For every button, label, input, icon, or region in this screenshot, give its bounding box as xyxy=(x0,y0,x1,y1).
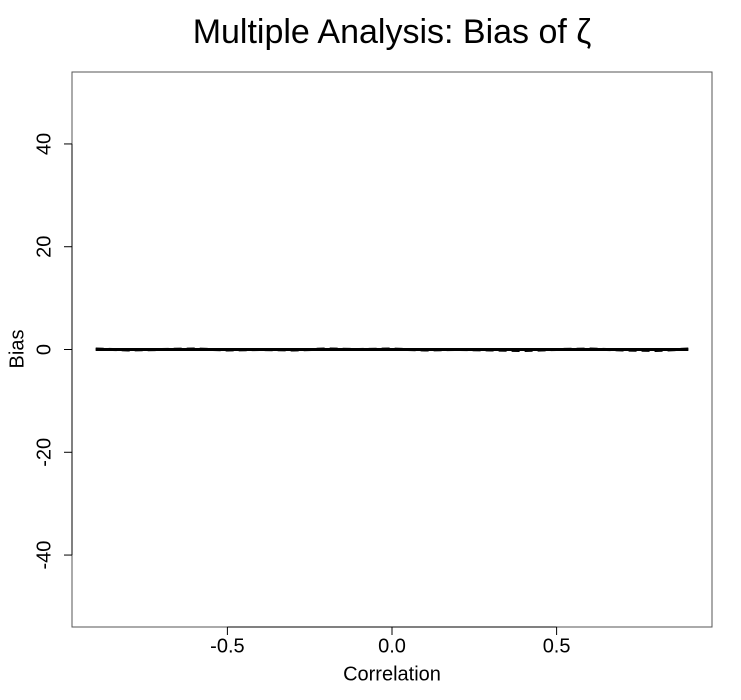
y-tick-label: 20 xyxy=(33,236,55,258)
y-axis-label: Bias xyxy=(6,330,28,369)
y-tick-label: 40 xyxy=(33,133,55,155)
data-line xyxy=(95,347,689,353)
y-tick-label: -20 xyxy=(33,438,55,467)
x-tick-label: 0.5 xyxy=(543,635,571,657)
y-tick-label: -40 xyxy=(33,541,55,570)
y-tick-label: 0 xyxy=(33,344,55,355)
x-tick-label: 0.0 xyxy=(378,635,406,657)
x-axis-label: Correlation xyxy=(343,663,441,685)
x-tick-label: -0.5 xyxy=(210,635,244,657)
chart-title: Multiple Analysis: Bias of ζ xyxy=(193,13,592,51)
